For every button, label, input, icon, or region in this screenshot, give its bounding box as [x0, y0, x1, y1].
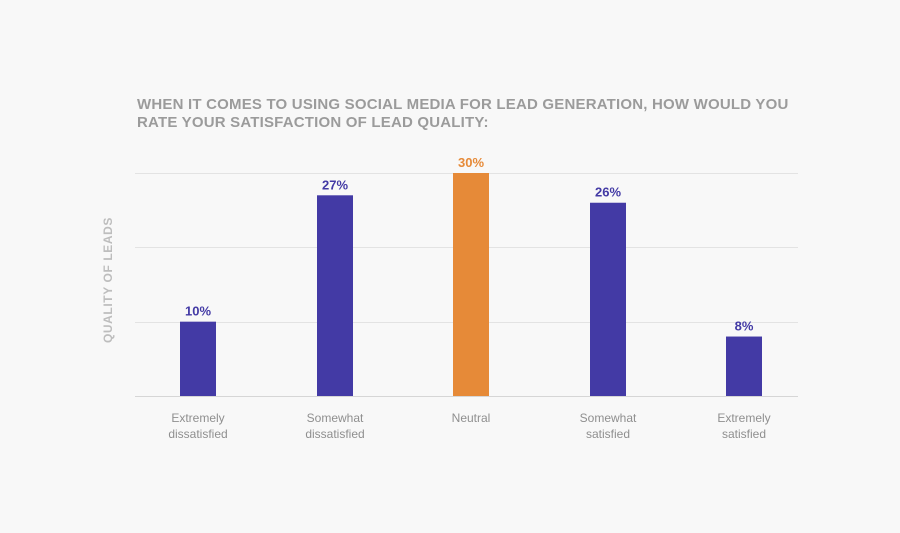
bar — [726, 336, 762, 396]
data-label: 27% — [322, 177, 348, 192]
bar — [180, 321, 216, 396]
bar — [317, 195, 353, 396]
x-tick-label: Somewhat — [307, 411, 364, 425]
x-tick-label: dissatisfied — [168, 427, 227, 441]
x-tick-label: Neutral — [452, 411, 491, 425]
x-tick-label: satisfied — [586, 427, 630, 441]
x-tick-label: Extremely — [717, 411, 770, 425]
x-tick-label: dissatisfied — [305, 427, 364, 441]
bar — [590, 202, 626, 396]
data-label: 10% — [185, 304, 211, 319]
data-label: 26% — [595, 185, 621, 200]
bar — [453, 173, 489, 396]
chart-title: WHEN IT COMES TO USING SOCIAL MEDIA FOR … — [137, 96, 789, 131]
data-label: 30% — [458, 155, 484, 170]
data-label: 8% — [735, 319, 754, 334]
x-tick-label: Extremely — [171, 411, 224, 425]
x-tick-label: satisfied — [722, 427, 766, 441]
x-tick-label: Somewhat — [580, 411, 637, 425]
